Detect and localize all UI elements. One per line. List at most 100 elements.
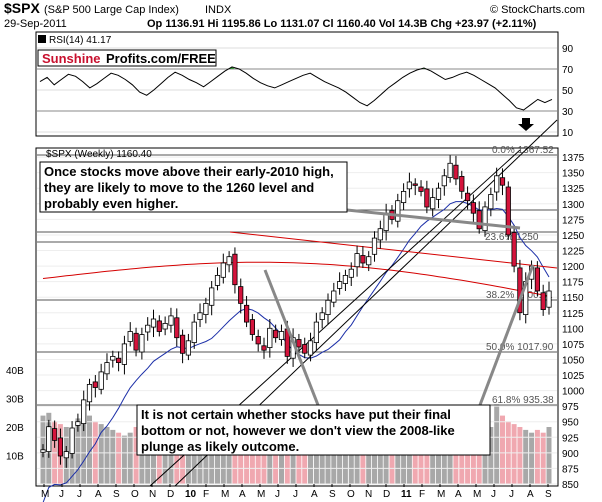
volume-bar (296, 444, 302, 484)
month-label: M (41, 489, 49, 500)
volume-bar (319, 432, 325, 484)
volume-tick-label: 30B (6, 395, 24, 406)
pointer-top (346, 208, 521, 230)
annotation-bottom-box (136, 404, 491, 456)
volume-bar (447, 432, 453, 484)
chart-stats: Op 1136.91 Hi 1195.86 Lo 1131.07 Cl 1160… (147, 18, 537, 30)
candle-body (92, 381, 98, 388)
candle-body (377, 228, 383, 241)
volume-bar (145, 432, 151, 484)
volume-bar (302, 441, 308, 485)
candle-body (459, 175, 465, 192)
candle-body (191, 321, 197, 344)
volume-bar (273, 435, 279, 484)
volume-bar (511, 424, 517, 484)
month-label: J (491, 489, 496, 500)
candle-body (104, 362, 110, 375)
volume-bar (488, 427, 494, 484)
price-tick-label: 1050 (562, 356, 585, 367)
price-tick-label: 1075 (562, 340, 585, 351)
candle-body (453, 164, 459, 180)
candle-body (220, 262, 226, 278)
candle-body (476, 210, 482, 230)
copyright: © StockCharts.com (490, 4, 585, 16)
pointer-bottom-right (478, 264, 535, 406)
candle-body (488, 194, 494, 210)
candle-body (546, 290, 552, 308)
brand-box (37, 49, 217, 67)
month-label: J (275, 489, 280, 500)
volume-bar (75, 418, 81, 484)
annotation-top-line-2: they are likely to move to the 1260 leve… (44, 180, 314, 195)
volume-bar (529, 432, 535, 484)
candle-body (209, 287, 215, 306)
price-tick-label: 1275 (562, 215, 585, 226)
volume-bar (395, 444, 401, 484)
volume-bar (110, 429, 116, 484)
candle-body (366, 256, 372, 266)
price-tick-label: 1150 (562, 293, 584, 304)
price-tick-label: 1350 (562, 169, 585, 180)
candle-body (69, 427, 75, 454)
candle-body (162, 322, 168, 330)
volume-bar (494, 404, 500, 484)
month-label: S (545, 489, 552, 500)
rsi-label: RSI(14) 41.17 (49, 35, 112, 46)
candle-body (441, 175, 447, 187)
month-label: O (347, 489, 355, 500)
volume-bar (284, 438, 290, 484)
month-label: F (419, 489, 425, 500)
volume-bar (348, 438, 354, 484)
candle-body (354, 253, 360, 268)
volume-bar (470, 435, 476, 484)
month-label: J (59, 489, 64, 500)
volume-bar (540, 432, 546, 484)
volume-tick-label: 40B (6, 366, 24, 377)
candle-body (203, 302, 209, 315)
volume-bar (372, 432, 377, 484)
volume-bar (191, 429, 197, 484)
candle-body (150, 318, 157, 328)
candle-body (261, 345, 267, 351)
volume-bar (337, 441, 343, 485)
volume-bar (87, 415, 92, 484)
rsi-line (39, 66, 553, 111)
price-label: $SPX (Weekly) 1160.40 (46, 149, 152, 160)
volume-bar (523, 429, 529, 484)
candle-body (185, 340, 191, 356)
price-tick-label: 1250 (562, 231, 585, 242)
candle-body (360, 255, 366, 264)
fib-label-500: 50.0% 1017.90 (486, 342, 554, 353)
volume-bar (459, 438, 465, 484)
brand-profits: Profits.com/FREE (106, 51, 216, 66)
volume-bar (406, 435, 412, 484)
candle-body (272, 329, 279, 339)
volume-bar (313, 435, 319, 484)
candle-body (52, 428, 58, 441)
volume-bar (534, 429, 540, 484)
volume-bar (279, 438, 284, 484)
price-tick-label: 1125 (562, 309, 584, 320)
candle-body (278, 331, 285, 341)
candle-body (121, 343, 127, 365)
volume-tick-label: 10B (6, 452, 24, 463)
price-tick-label: 975 (562, 402, 579, 413)
chart-symbol: $SPX (4, 0, 40, 16)
candle-body (406, 181, 413, 190)
volume-bar (290, 441, 296, 485)
candle-body (511, 232, 517, 267)
candle-body (464, 192, 471, 202)
month-label: N (149, 489, 156, 500)
candle-body (336, 281, 343, 289)
volume-bar (412, 432, 418, 484)
price-tick-label: 900 (562, 449, 579, 460)
candle-body (371, 237, 378, 255)
candle-body (168, 315, 174, 326)
volume-bar (342, 441, 348, 485)
price-tick-label: 1175 (562, 278, 584, 289)
price-tick-label: 1225 (562, 247, 585, 258)
annotation-top-line-3: probably even higher. (44, 196, 178, 211)
candle-body (424, 188, 430, 208)
candle-body (197, 312, 203, 320)
